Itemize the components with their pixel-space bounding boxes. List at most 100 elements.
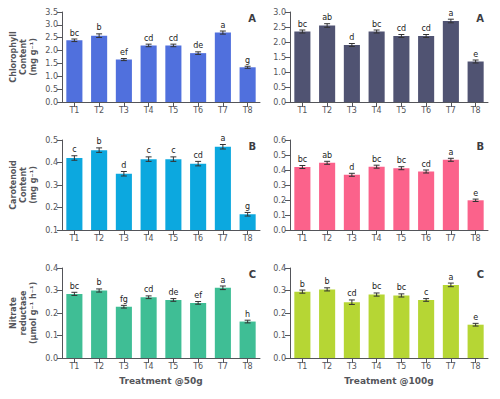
- svg-text:2.0: 2.0: [45, 46, 58, 55]
- svg-text:T4: T4: [143, 234, 154, 243]
- svg-text:1.0: 1.0: [45, 72, 58, 81]
- svg-text:d: d: [349, 33, 354, 42]
- svg-text:1.5: 1.5: [45, 59, 58, 68]
- svg-text:T8: T8: [242, 106, 253, 115]
- svg-text:2.5: 2.5: [273, 23, 286, 32]
- svg-text:0.4: 0.4: [45, 264, 58, 273]
- svg-text:T8: T8: [470, 362, 481, 371]
- svg-text:0.3: 0.3: [45, 181, 58, 190]
- svg-text:g: g: [245, 56, 250, 65]
- svg-text:(mg g⁻¹): (mg g⁻¹): [29, 166, 38, 204]
- svg-text:0.2: 0.2: [273, 196, 286, 205]
- svg-text:T1: T1: [68, 362, 79, 371]
- svg-text:0.0: 0.0: [45, 354, 58, 363]
- svg-text:A: A: [248, 13, 256, 24]
- svg-text:a: a: [448, 273, 453, 282]
- svg-text:a: a: [448, 148, 453, 157]
- svg-text:2.5: 2.5: [45, 33, 58, 42]
- svg-text:T6: T6: [192, 234, 203, 243]
- svg-text:b: b: [97, 23, 102, 32]
- svg-text:T5: T5: [167, 362, 178, 371]
- svg-text:T1: T1: [68, 234, 79, 243]
- svg-text:T7: T7: [217, 362, 228, 371]
- svg-text:Content: Content: [19, 39, 28, 75]
- svg-text:(μmol g⁻¹ h⁻¹): (μmol g⁻¹ h⁻¹): [29, 282, 38, 344]
- svg-text:0.3: 0.3: [45, 286, 58, 295]
- svg-text:T2: T2: [93, 106, 104, 115]
- svg-text:e: e: [473, 313, 478, 322]
- svg-text:fg: fg: [120, 295, 128, 304]
- svg-text:de: de: [168, 288, 178, 297]
- svg-text:b: b: [97, 278, 102, 287]
- svg-text:0.4: 0.4: [273, 264, 286, 273]
- svg-text:de: de: [193, 41, 203, 50]
- svg-text:T4: T4: [371, 234, 382, 243]
- svg-text:0.3: 0.3: [273, 286, 286, 295]
- svg-text:Treatment @50g: Treatment @50g: [119, 376, 202, 386]
- svg-text:C: C: [477, 269, 484, 280]
- svg-text:c: c: [72, 145, 76, 154]
- svg-text:b: b: [97, 137, 102, 146]
- svg-text:0.5: 0.5: [273, 151, 286, 160]
- svg-text:Chlorophyll: Chlorophyll: [9, 31, 18, 83]
- svg-text:T5: T5: [395, 362, 406, 371]
- svg-text:a: a: [220, 21, 225, 30]
- svg-text:T8: T8: [242, 234, 253, 243]
- svg-text:0.3: 0.3: [273, 181, 286, 190]
- svg-text:b: b: [325, 277, 330, 286]
- svg-text:2.0: 2.0: [273, 38, 286, 47]
- svg-text:T5: T5: [395, 234, 406, 243]
- svg-text:T6: T6: [192, 362, 203, 371]
- svg-text:e: e: [473, 189, 478, 198]
- svg-text:h: h: [245, 310, 250, 319]
- svg-text:0.5: 0.5: [273, 83, 286, 92]
- svg-text:T2: T2: [93, 362, 104, 371]
- svg-text:T4: T4: [143, 106, 154, 115]
- svg-text:3.0: 3.0: [273, 8, 286, 17]
- svg-text:T3: T3: [346, 362, 357, 371]
- svg-text:0.4: 0.4: [45, 158, 58, 167]
- svg-text:T8: T8: [470, 106, 481, 115]
- svg-text:d: d: [121, 161, 126, 170]
- svg-text:T7: T7: [217, 234, 228, 243]
- svg-text:0.0: 0.0: [273, 98, 286, 107]
- svg-text:cd: cd: [347, 289, 356, 298]
- svg-text:1.0: 1.0: [273, 68, 286, 77]
- svg-text:T3: T3: [346, 106, 357, 115]
- svg-text:b: b: [300, 280, 305, 289]
- svg-text:T7: T7: [445, 106, 456, 115]
- svg-text:a: a: [448, 9, 453, 18]
- svg-text:T8: T8: [242, 362, 253, 371]
- svg-text:0.5: 0.5: [45, 85, 58, 94]
- svg-text:T6: T6: [420, 362, 431, 371]
- svg-text:0.2: 0.2: [273, 309, 286, 318]
- svg-text:bc: bc: [298, 155, 307, 164]
- svg-text:T4: T4: [371, 362, 382, 371]
- svg-text:T2: T2: [321, 106, 332, 115]
- svg-text:cd: cd: [397, 24, 406, 33]
- svg-text:e: e: [473, 50, 478, 59]
- svg-text:T8: T8: [470, 234, 481, 243]
- svg-text:c: c: [424, 288, 428, 297]
- svg-text:T2: T2: [321, 362, 332, 371]
- svg-text:0.4: 0.4: [273, 166, 286, 175]
- svg-text:1.5: 1.5: [273, 53, 286, 62]
- svg-text:T7: T7: [217, 106, 228, 115]
- svg-text:bc: bc: [397, 283, 406, 292]
- svg-text:T3: T3: [118, 106, 129, 115]
- svg-text:cd: cd: [193, 151, 202, 160]
- svg-text:T7: T7: [445, 362, 456, 371]
- svg-text:0.1: 0.1: [273, 331, 286, 340]
- svg-text:T4: T4: [371, 106, 382, 115]
- svg-text:g: g: [245, 202, 250, 211]
- svg-text:Nitrate: Nitrate: [9, 297, 18, 329]
- svg-text:d: d: [349, 163, 354, 172]
- svg-text:Content: Content: [19, 167, 28, 203]
- svg-text:0.2: 0.2: [45, 203, 58, 212]
- svg-text:3.0: 3.0: [45, 20, 58, 29]
- svg-text:0.0: 0.0: [45, 98, 58, 107]
- svg-text:T1: T1: [296, 106, 307, 115]
- svg-text:bc: bc: [372, 20, 381, 29]
- svg-text:(mg g⁻¹): (mg g⁻¹): [29, 38, 38, 76]
- svg-text:T5: T5: [167, 234, 178, 243]
